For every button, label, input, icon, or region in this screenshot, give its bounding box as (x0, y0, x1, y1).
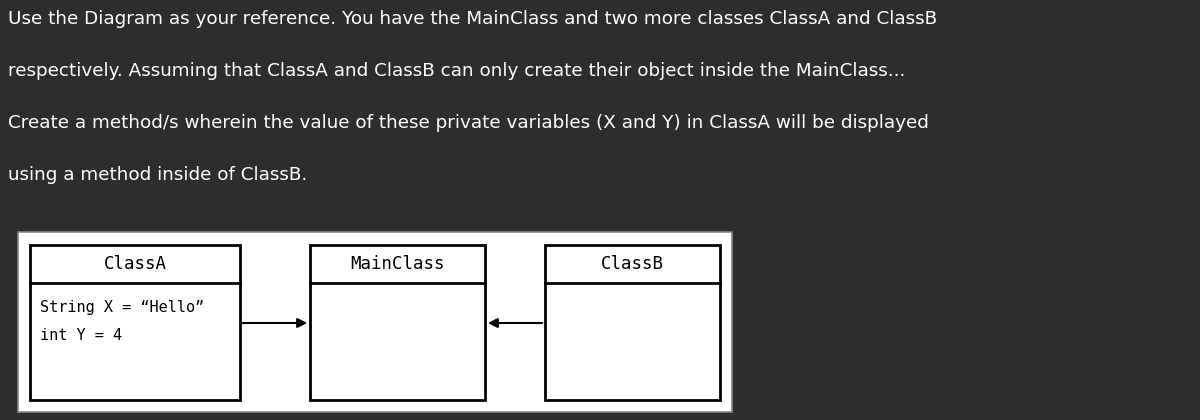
Text: using a method inside of ClassB.: using a method inside of ClassB. (8, 166, 307, 184)
Text: ClassB: ClassB (601, 255, 664, 273)
Text: String X = “Hello”: String X = “Hello” (40, 300, 204, 315)
Text: ClassA: ClassA (103, 255, 167, 273)
Bar (545, 245, 720, 400)
Text: MainClass: MainClass (350, 255, 445, 273)
Text: Create a method/s wherein the value of these private variables (X and Y) in Clas: Create a method/s wherein the value of t… (8, 114, 929, 132)
Bar (30, 245, 240, 400)
Bar (18, 232, 732, 412)
Text: Use the Diagram as your reference. You have the MainClass and two more classes C: Use the Diagram as your reference. You h… (8, 10, 937, 28)
Text: int Y = 4: int Y = 4 (40, 328, 122, 343)
Bar (310, 245, 485, 400)
Text: respectively. Assuming that ClassA and ClassB can only create their object insid: respectively. Assuming that ClassA and C… (8, 62, 905, 80)
